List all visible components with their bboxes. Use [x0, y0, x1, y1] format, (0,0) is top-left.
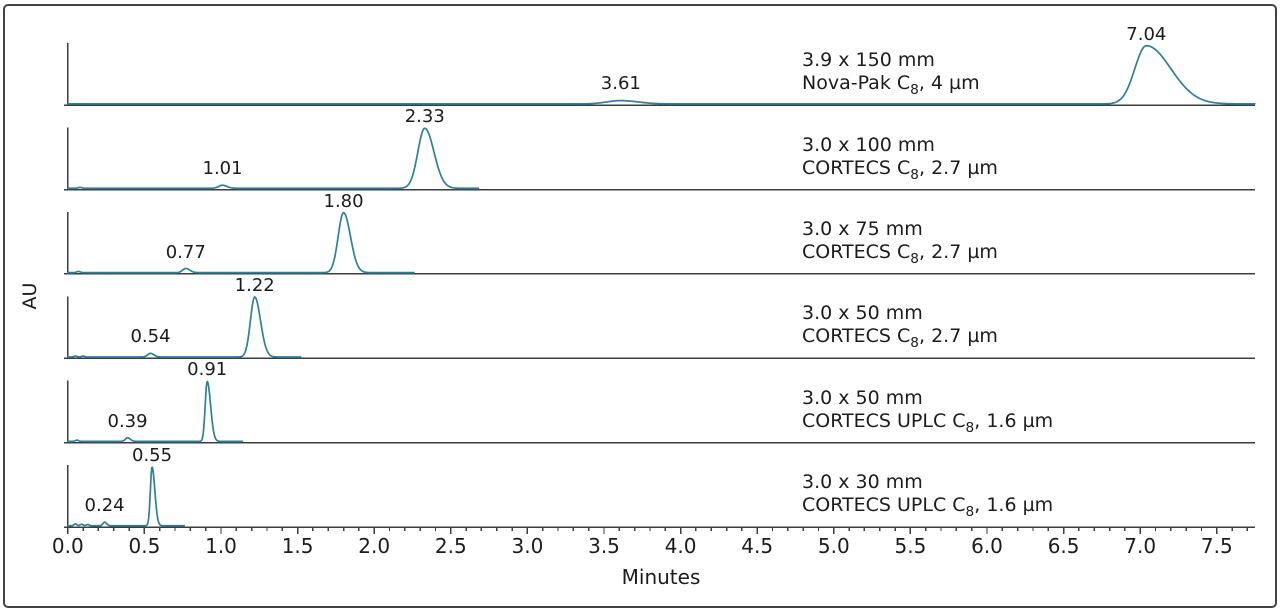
- x-tick-label: 3.5: [588, 534, 620, 558]
- column-dimensions: 3.0 x 30 mm: [802, 471, 923, 493]
- chromatogram-trace: [66, 380, 244, 443]
- x-tick-label: 2.0: [358, 534, 391, 558]
- column-name: Nova-Pak C8, 4 µm: [802, 72, 980, 98]
- column-description: 3.0 x 100 mm CORTECS C8, 2.7 µm: [802, 133, 998, 183]
- column-name: CORTECS UPLC C8, 1.6 µm: [802, 409, 1054, 436]
- x-tick-label: 1.5: [281, 534, 314, 558]
- column-description: 3.9 x 150 mm Nova-Pak C8, 4 µm: [802, 49, 980, 98]
- peak-retention-time-label: 0.54: [130, 326, 171, 348]
- x-tick-label: 1.0: [205, 534, 237, 558]
- column-description: 3.0 x 30 mm CORTECS UPLC C8, 1.6 µm: [802, 471, 1054, 520]
- x-tick-label: 7.0: [1124, 534, 1157, 558]
- column-dimensions: 3.9 x 150 mm: [802, 49, 935, 72]
- chromatogram-trace: [66, 466, 186, 527]
- peak-retention-time-label: 7.04: [1126, 23, 1167, 45]
- peak-retention-time-label: 0.91: [187, 359, 228, 381]
- peak-retention-time-label: 0.55: [132, 444, 173, 466]
- x-tick-label: 7.5: [1200, 534, 1233, 558]
- peak-retention-time-label: 0.24: [84, 495, 125, 516]
- column-description: 3.0 x 50 mm CORTECS UPLC C8, 1.6 µm: [802, 386, 1054, 436]
- x-tick-label: 6.0: [971, 534, 1003, 558]
- peak-retention-time-label: 1.22: [234, 274, 275, 296]
- peak-retention-time-label: 2.33: [404, 106, 445, 128]
- x-tick-label: 3.0: [511, 534, 544, 558]
- x-tick-label: 5.5: [894, 534, 927, 558]
- column-name: CORTECS UPLC C8, 1.6 µm: [802, 494, 1054, 520]
- x-tick-label: 0.5: [128, 534, 161, 558]
- x-tick-label: 4.0: [664, 534, 697, 558]
- chromatogram-trace: [66, 296, 302, 358]
- x-axis-label: Minutes: [621, 565, 701, 589]
- peak-retention-time-label: 0.77: [165, 241, 206, 263]
- peak-retention-time-label: 1.80: [323, 190, 364, 212]
- column-dimensions: 3.0 x 75 mm: [802, 217, 923, 240]
- x-tick-label: 6.5: [1047, 534, 1080, 558]
- column-description: 3.0 x 50 mm CORTECS C8, 2.7 µm: [802, 302, 998, 352]
- y-axis-label: AU: [19, 282, 41, 310]
- peak-retention-time-label: 1.01: [202, 157, 243, 179]
- column-name: CORTECS C8, 2.7 µm: [802, 325, 998, 352]
- column-name: CORTECS C8, 2.7 µm: [802, 240, 998, 267]
- x-tick-label: 5.0: [817, 534, 850, 558]
- x-tick-label: 0.0: [51, 534, 84, 558]
- chromatogram-trace: [66, 211, 415, 274]
- peak-retention-time-label: 0.39: [107, 410, 148, 432]
- column-name: CORTECS C8, 2.7 µm: [802, 156, 998, 183]
- peak-retention-time-label: 3.61: [600, 73, 641, 95]
- column-dimensions: 3.0 x 50 mm: [802, 386, 923, 409]
- chromatogram-trace: [66, 127, 480, 190]
- column-description: 3.0 x 75 mm CORTECS C8, 2.7 µm: [802, 217, 998, 267]
- column-dimensions: 3.0 x 100 mm: [802, 133, 935, 156]
- x-tick-label: 2.5: [434, 534, 467, 558]
- x-tick-label: 4.5: [741, 534, 774, 558]
- column-dimensions: 3.0 x 50 mm: [802, 302, 923, 325]
- chromatogram-trace: [66, 44, 1256, 105]
